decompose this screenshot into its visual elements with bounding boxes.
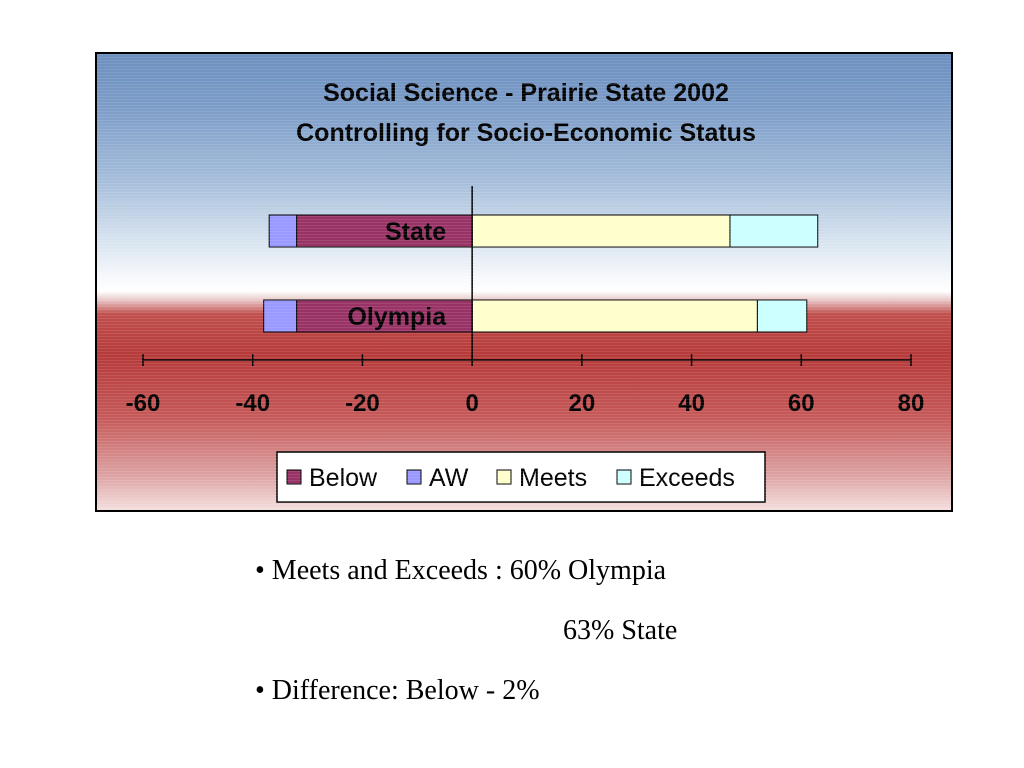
- x-tick-label: 80: [898, 390, 925, 417]
- x-tick-label: 40: [678, 390, 705, 417]
- note-state-percent: 63% State: [563, 615, 678, 646]
- category-labels: State Olympia: [347, 218, 447, 331]
- x-tick-label: -40: [235, 390, 270, 417]
- x-tick-label: -60: [126, 390, 161, 417]
- legend-label-exceeds: Exceeds: [639, 464, 735, 492]
- legend-label-below: Below: [309, 464, 378, 492]
- legend-swatch-below: [286, 469, 302, 485]
- bar-exceeds-olympia: [756, 299, 808, 333]
- chart-title-line-1: Social Science - Prairie State 2002: [323, 79, 729, 107]
- bar-below-olympia: [296, 299, 473, 333]
- chart-title-line-2: Controlling for Socio-Economic Status: [296, 119, 756, 147]
- legend-box: [276, 451, 766, 503]
- x-tick-label: 20: [569, 390, 596, 417]
- axes: -60 -40 -20 0 20 40 60 80: [126, 186, 925, 417]
- bar-aw-olympia: [263, 299, 298, 333]
- note-meets-exceeds: • Meets and Exceeds : 60% Olympia: [255, 555, 667, 586]
- category-label-state: State: [385, 218, 446, 246]
- chart-svg: Social Science - Prairie State 2002 Contr…: [126, 79, 925, 503]
- bar-exceeds-state: [729, 214, 819, 248]
- category-label-olympia: Olympia: [347, 303, 447, 331]
- bars: [263, 214, 819, 333]
- bar-meets-olympia: [471, 299, 758, 333]
- legend-swatch-meets: [496, 469, 512, 485]
- legend: Below AW Meets Exceeds: [276, 451, 766, 503]
- bar-meets-state: [471, 214, 731, 248]
- note-difference: • Difference: Below - 2%: [255, 675, 540, 706]
- legend-label-meets: Meets: [519, 464, 587, 492]
- bar-aw-state: [268, 214, 298, 248]
- x-tick-label: -20: [345, 390, 380, 417]
- legend-swatch-aw: [406, 469, 422, 485]
- x-tick-label: 60: [788, 390, 815, 417]
- chart-title: Social Science - Prairie State 2002 Contr…: [296, 79, 756, 147]
- chart-frame: Social Science - Prairie State 2002 Contr…: [95, 52, 953, 512]
- x-tick-label: 0: [465, 390, 478, 417]
- bar-below-state: [296, 214, 473, 248]
- legend-swatch-exceeds: [616, 469, 632, 485]
- legend-label-aw: AW: [429, 464, 469, 492]
